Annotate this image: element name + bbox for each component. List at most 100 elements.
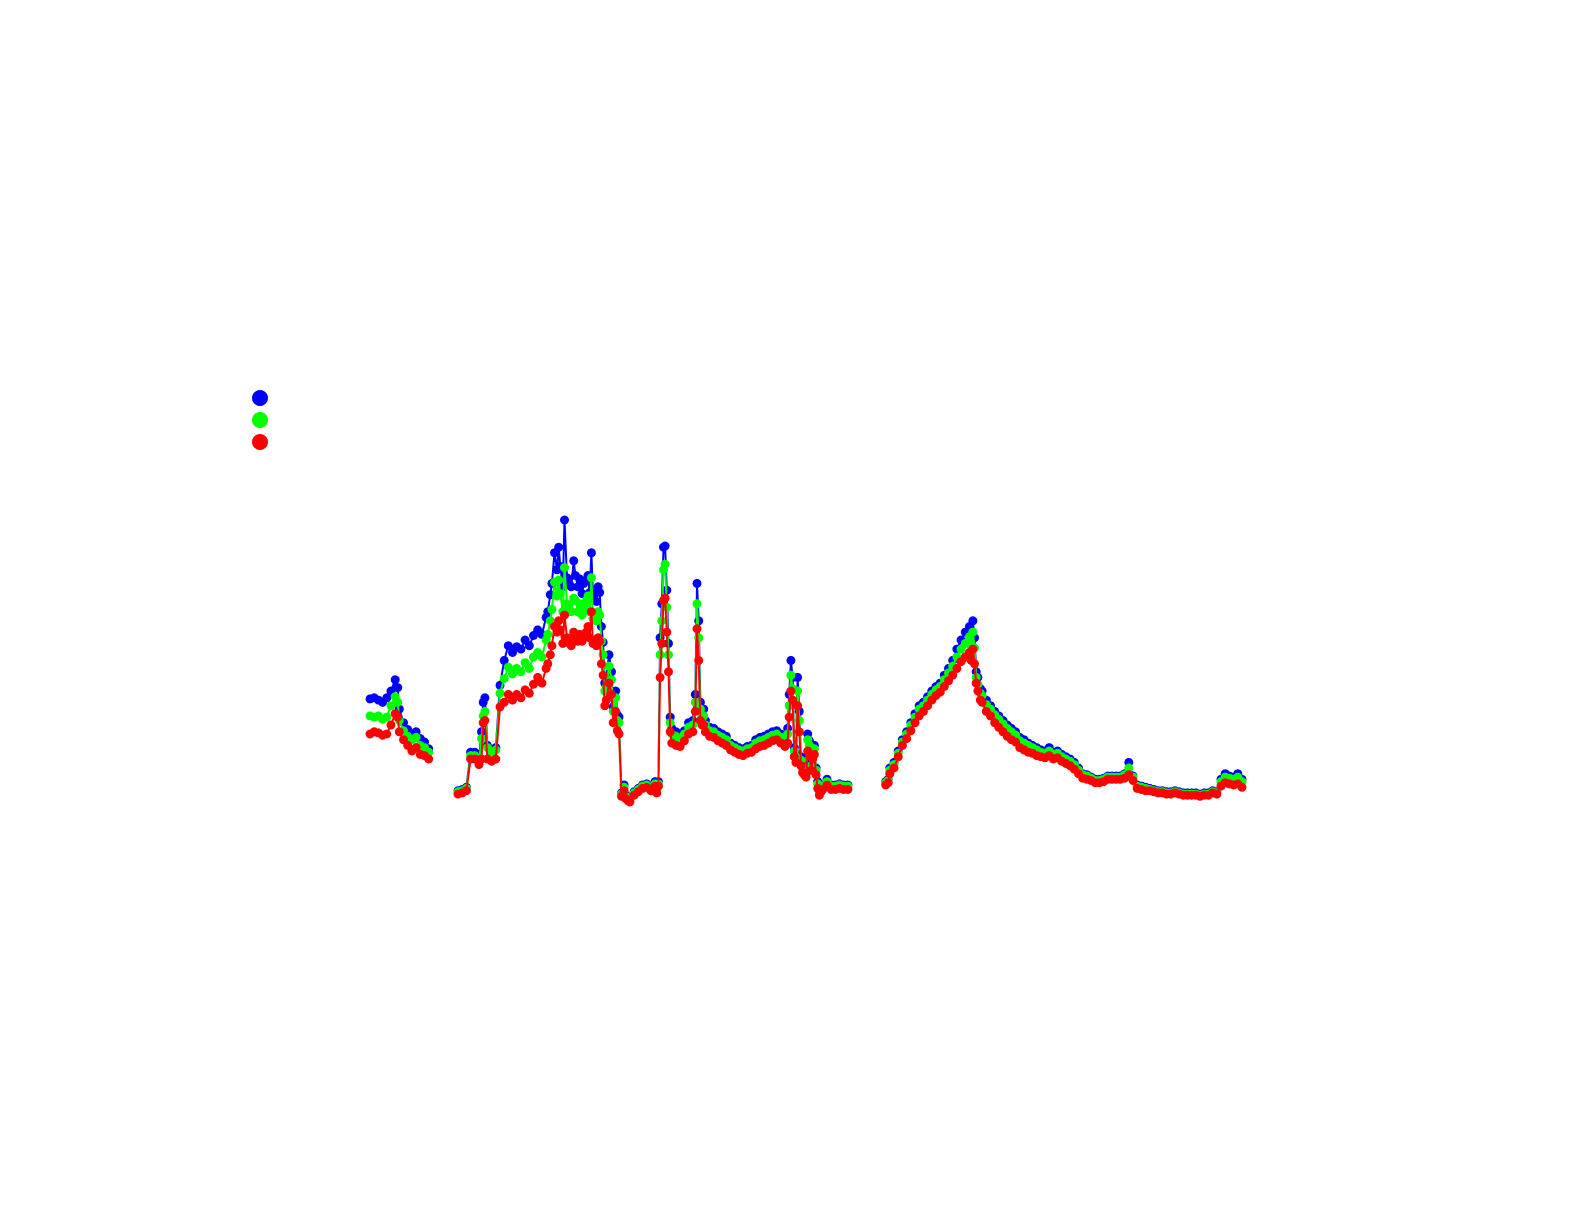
data-point: [906, 726, 916, 736]
data-point: [614, 729, 624, 739]
series-2: [365, 593, 1247, 807]
data-point: [611, 706, 621, 716]
data-point: [883, 778, 893, 788]
data-point: [543, 629, 553, 639]
data-point: [662, 627, 672, 637]
data-point: [655, 672, 665, 682]
data-point: [971, 678, 981, 688]
data-point: [948, 670, 958, 680]
data-point: [495, 688, 505, 698]
data-point: [786, 670, 796, 680]
data-point: [411, 743, 421, 753]
data-point: [595, 588, 605, 597]
data-point: [910, 718, 920, 728]
data-point: [499, 697, 509, 707]
data-point: [566, 582, 576, 592]
data-point: [547, 605, 557, 614]
data-point: [809, 749, 819, 759]
data-point: [598, 670, 608, 680]
data-point: [595, 636, 605, 646]
data-point: [893, 752, 903, 762]
data-point: [524, 663, 534, 673]
data-point: [545, 650, 555, 660]
data-point: [411, 732, 421, 742]
data-point: [1128, 776, 1138, 785]
data-point: [537, 652, 547, 662]
data-point: [390, 675, 400, 685]
data-point: [524, 641, 534, 651]
data-point: [537, 678, 547, 688]
data-point: [499, 655, 509, 665]
data-point: [977, 697, 987, 707]
data-point: [655, 650, 665, 660]
data-point: [1124, 763, 1134, 773]
data-point: [503, 662, 513, 672]
data-point: [657, 638, 667, 648]
data-point: [524, 688, 534, 698]
data-point: [786, 686, 796, 696]
data-point: [480, 706, 490, 716]
data-point: [503, 641, 513, 651]
data-point: [382, 712, 392, 722]
data-point: [583, 622, 593, 631]
data-point: [569, 556, 579, 566]
data-point: [382, 729, 392, 739]
data-point: [386, 720, 396, 730]
data-point: [566, 607, 576, 617]
data-point: [480, 716, 490, 725]
data-point: [784, 712, 794, 722]
data-point: [801, 772, 811, 782]
data-point: [653, 781, 663, 791]
legend: [252, 390, 268, 450]
data-point: [692, 578, 702, 588]
series-2-line-2: [885, 648, 1243, 798]
data-point: [604, 661, 614, 671]
data-point: [595, 610, 605, 620]
data-point: [382, 693, 392, 703]
data-point: [783, 738, 793, 748]
data-point: [664, 667, 673, 677]
data-point: [665, 727, 675, 737]
data-point: [811, 770, 821, 780]
data-point: [516, 693, 526, 703]
data-point: [968, 627, 978, 637]
data-point: [554, 616, 564, 626]
data-point: [660, 593, 670, 603]
data-point: [794, 727, 804, 737]
data-point: [660, 541, 670, 551]
data-point: [986, 711, 995, 721]
data-point: [491, 754, 501, 764]
data-point: [596, 659, 606, 669]
data-point: [586, 607, 596, 617]
data-point: [555, 625, 565, 635]
data-point: [625, 797, 635, 807]
data-point: [516, 644, 526, 654]
data-point: [554, 575, 564, 585]
data-point: [608, 718, 618, 728]
data-point: [973, 686, 983, 696]
data-point: [543, 659, 553, 669]
data-point: [1237, 782, 1247, 792]
data-point: [692, 599, 702, 609]
data-point: [952, 663, 962, 673]
data-point: [692, 624, 702, 634]
data-point: [386, 701, 396, 711]
data-point: [694, 655, 704, 665]
data-point: [583, 591, 593, 601]
data-point: [699, 720, 709, 730]
data-point: [786, 655, 796, 665]
data-point: [796, 761, 806, 771]
data-point: [694, 633, 704, 643]
data-point: [660, 559, 670, 569]
data-point: [968, 644, 978, 654]
series-1-line-2: [885, 631, 1243, 797]
data-point: [516, 667, 526, 677]
data-point: [560, 515, 569, 525]
data-point: [652, 788, 662, 798]
data-point: [393, 712, 403, 722]
data-point: [577, 636, 587, 646]
legend-marker-1: [252, 412, 268, 428]
data-point: [577, 610, 587, 620]
data-point: [424, 754, 434, 764]
